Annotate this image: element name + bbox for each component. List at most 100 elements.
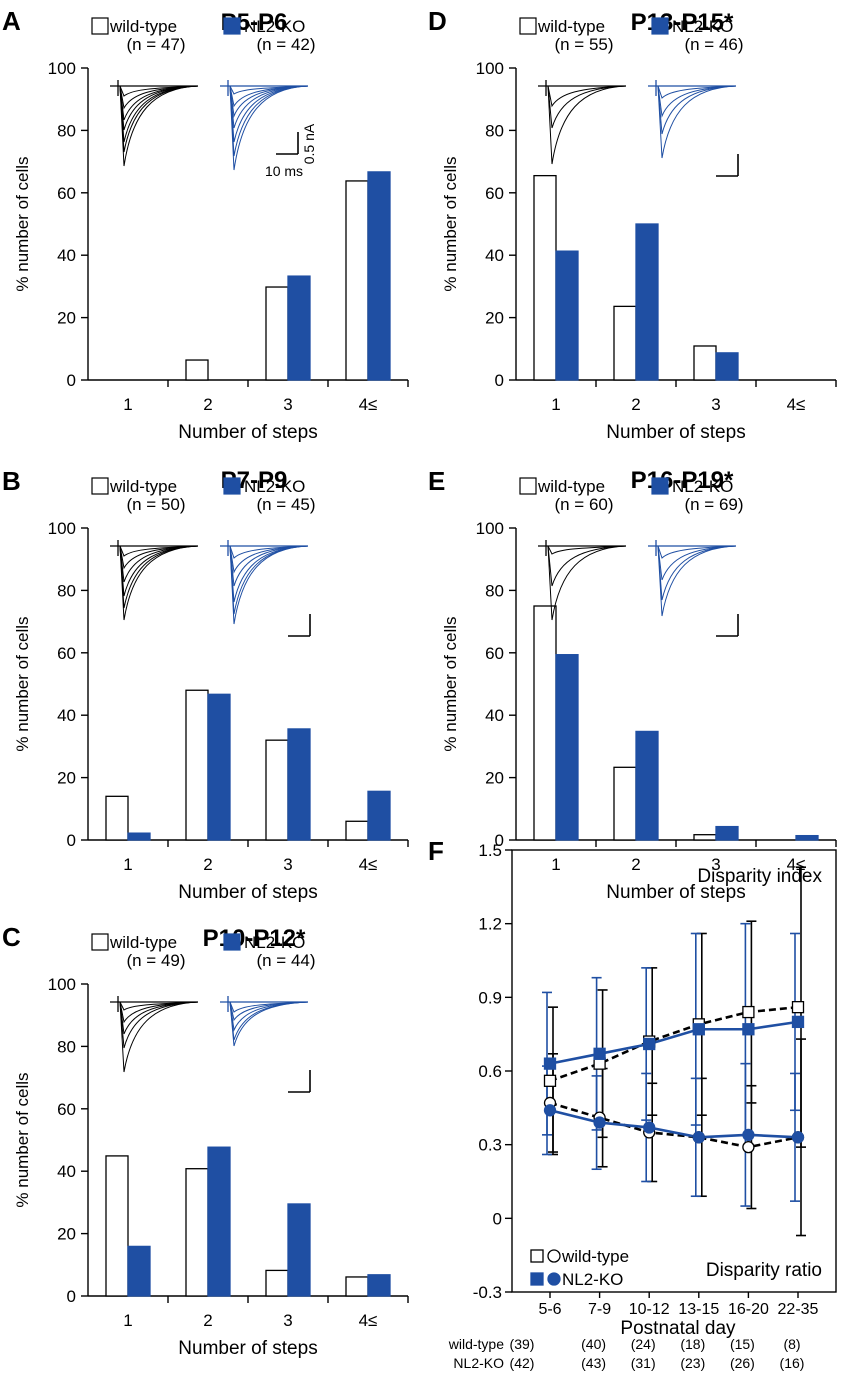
count-nl2-ko: (26) <box>730 1355 755 1371</box>
y-tick-label: 40 <box>485 706 504 725</box>
x-tick-label: 1 <box>123 855 132 874</box>
legend-square-wild-type <box>530 1249 544 1263</box>
y-tick-label: 40 <box>57 1162 76 1181</box>
y-tick-label: 60 <box>485 644 504 663</box>
current-trace <box>540 545 627 587</box>
current-trace <box>222 1001 309 1047</box>
x-tick-label: 4≤ <box>359 1311 378 1330</box>
y-tick-label: 0.6 <box>478 1062 502 1081</box>
count-nl2-ko: (16) <box>780 1355 805 1371</box>
panel-title: P13-P15* <box>631 9 734 36</box>
n-count-nl2-ko: (n = 42) <box>256 35 315 54</box>
x-axis-label: Number of steps <box>178 422 317 443</box>
x-tick-label: 2 <box>203 855 212 874</box>
n-count-nl2-ko: (n = 46) <box>684 35 743 54</box>
x-tick-label: 10-12 <box>629 1301 670 1318</box>
x-tick-label: 3 <box>283 395 292 414</box>
bar-wild-type-2 <box>693 834 717 841</box>
bar-chart-E: E P16-P19* wild-type NL2-KO (n = 60) (n = 69)… <box>428 466 837 903</box>
scale-bar-current-label: 0.5 nA <box>301 123 317 164</box>
bar-wild-type-3 <box>345 180 369 381</box>
legend-label-nl2-ko: NL2-KO <box>244 17 305 36</box>
y-tick-label: 80 <box>485 121 504 140</box>
count-wild-type: (8) <box>783 1336 800 1352</box>
current-trace <box>650 85 737 118</box>
legend-label-nl2-ko: NL2-KO <box>244 477 305 496</box>
current-trace <box>540 85 627 165</box>
trace-inset-nl2-ko <box>220 540 309 625</box>
legend-label-wild-type: wild-type <box>109 933 177 952</box>
n-count-wild-type: (n = 47) <box>126 35 185 54</box>
y-tick-label: 100 <box>48 519 76 538</box>
panel-letter: C <box>2 922 21 952</box>
marker-circle <box>692 1131 705 1144</box>
panel-letter: E <box>428 466 445 496</box>
y-tick-label: 100 <box>48 975 76 994</box>
y-axis-label: % number of cells <box>441 156 460 291</box>
marker-circle <box>791 1131 805 1144</box>
x-axis-label: Number of steps <box>178 882 317 903</box>
legend-swatch-nl2-ko <box>223 933 241 951</box>
legend-swatch-nl2-ko <box>223 477 241 495</box>
series-line-0 <box>549 1005 799 1083</box>
marker-square <box>593 1047 606 1060</box>
bar-nl2-ko-1 <box>207 693 231 841</box>
count-nl2-ko: (42) <box>510 1355 535 1371</box>
legend-swatch-wild-type <box>519 477 537 495</box>
trace-inset-nl2-ko <box>648 80 737 159</box>
count-nl2-ko: (43) <box>581 1355 606 1371</box>
trace-inset-nl2-ko <box>220 80 309 171</box>
legend-swatch-nl2-ko <box>651 477 669 495</box>
x-tick-label: 2 <box>631 855 640 874</box>
legend-label-wild-type: wild-type <box>561 1247 629 1266</box>
legend-swatch-wild-type <box>519 17 537 35</box>
panel-title: P16-P19* <box>631 467 734 494</box>
current-trace <box>112 1001 199 1073</box>
label-disparity-index: Disparity index <box>697 866 822 887</box>
legend-label-wild-type: wild-type <box>537 17 605 36</box>
bar-nl2-ko-0 <box>127 1245 151 1297</box>
bar-wild-type-1 <box>185 689 209 841</box>
legend-swatch-wild-type <box>91 17 109 35</box>
y-tick-label: 20 <box>485 769 504 788</box>
x-tick-label: 3 <box>711 395 720 414</box>
series-line-1 <box>549 1020 799 1065</box>
current-trace <box>650 545 737 601</box>
x-tick-label: 4≤ <box>359 395 378 414</box>
current-trace <box>650 545 737 581</box>
y-tick-label: 100 <box>476 519 504 538</box>
y-tick-label: 1.5 <box>478 841 502 860</box>
bar-wild-type-1 <box>185 1168 209 1297</box>
y-axis-label: % number of cells <box>441 616 460 751</box>
bar-nl2-ko-1 <box>635 730 659 841</box>
count-nl2-ko: (31) <box>631 1355 656 1371</box>
trace-inset-nl2-ko <box>220 996 309 1047</box>
y-tick-label: 100 <box>48 59 76 78</box>
bar-nl2-ko-1 <box>207 1146 231 1297</box>
y-axis-label: % number of cells <box>13 1072 32 1207</box>
current-trace <box>112 545 199 597</box>
x-tick-label: 16-20 <box>728 1301 769 1318</box>
y-tick-label: 0.9 <box>478 988 502 1007</box>
bar-nl2-ko-3 <box>367 171 391 381</box>
series-line-3 <box>549 1109 799 1139</box>
x-tick-label: 13-15 <box>678 1301 719 1318</box>
marker-square <box>543 1074 557 1087</box>
legend-swatch-nl2-ko <box>651 17 669 35</box>
legend-label-wild-type: wild-type <box>537 477 605 496</box>
x-tick-label: 7-9 <box>588 1301 611 1318</box>
trace-inset-wild-type <box>538 80 627 165</box>
marker-square <box>543 1057 557 1070</box>
legend-label-wild-type: wild-type <box>109 477 177 496</box>
count-nl2-ko: (23) <box>680 1355 705 1371</box>
x-tick-label: 1 <box>551 395 560 414</box>
marker-square <box>742 1023 755 1036</box>
bar-chart-C: C P10-P12* wild-type NL2-KO (n = 49) (n = 44)… <box>2 922 409 1359</box>
y-tick-label: 20 <box>485 309 504 328</box>
current-trace <box>222 85 309 171</box>
trace-inset-nl2-ko <box>648 540 737 617</box>
current-trace <box>540 85 627 129</box>
y-tick-label: 60 <box>485 184 504 203</box>
